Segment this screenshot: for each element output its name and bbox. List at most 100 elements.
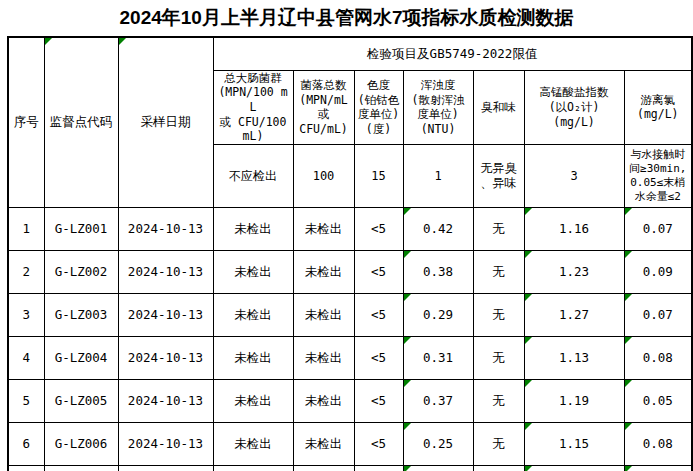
flag-triangle-icon: [525, 208, 532, 215]
flag-triangle-icon: [625, 251, 632, 258]
data-cell: <5: [354, 337, 403, 380]
data-cell: [213, 466, 293, 471]
data-cell: 2024-10-13: [118, 380, 213, 423]
data-cell: G-LZ006: [44, 423, 118, 466]
data-cell: 1.19: [524, 380, 624, 423]
indicator-header: 色度 (铂钴色 度单位) (度): [354, 70, 403, 145]
data-cell: 1.13: [524, 337, 624, 380]
indicator-header: 菌落总数 (MPN/mL 或 CFU/mL): [293, 70, 354, 145]
data-cell: 未检出: [293, 251, 354, 294]
flag-triangle-icon: [625, 208, 632, 215]
data-cell: [524, 466, 624, 471]
data-cell: 0.42: [403, 208, 473, 251]
data-cell: 未检出: [293, 337, 354, 380]
data-cell: 6: [8, 423, 44, 466]
indicator-header: 游离氯 (mg/L): [624, 70, 692, 145]
data-cell: [44, 466, 118, 471]
limit-cell: 1: [403, 145, 473, 208]
data-cell: 0.08: [624, 423, 692, 466]
data-cell: 3: [8, 294, 44, 337]
flag-triangle-icon: [625, 466, 632, 471]
data-cell: 未检出: [293, 208, 354, 251]
page: { "title": "2024年10月上半月辽中县管网水7项指标水质检测数据"…: [0, 0, 693, 471]
flag-triangle-icon: [625, 423, 632, 430]
table-body: 1G-LZ0012024-10-13未检出未检出<50.42无1.160.072…: [8, 208, 692, 471]
data-cell: 未检出: [213, 337, 293, 380]
group-header-row: 序号 监督点代码 采样日期 检验项目及GB5749-2022限值: [8, 37, 692, 70]
data-cell: [8, 466, 44, 471]
data-cell: 未检出: [293, 294, 354, 337]
data-cell: [403, 466, 473, 471]
data-cell: 未检出: [213, 294, 293, 337]
data-cell: <5: [354, 423, 403, 466]
data-cell: 0.37: [403, 380, 473, 423]
data-cell: 2: [8, 251, 44, 294]
flag-triangle-icon: [404, 466, 411, 471]
data-cell: 无: [473, 337, 524, 380]
indicator-header: 高锰酸盐指数 (以O₂计) (mg/L): [524, 70, 624, 145]
data-cell: [473, 466, 524, 471]
flag-triangle-icon: [404, 294, 411, 301]
data-cell: 0.05: [624, 380, 692, 423]
table-row: 1G-LZ0012024-10-13未检出未检出<50.42无1.160.07: [8, 208, 692, 251]
flag-triangle-icon: [525, 423, 532, 430]
data-cell: 5: [8, 380, 44, 423]
data-cell: 无: [473, 251, 524, 294]
data-cell: 2024-10-13: [118, 294, 213, 337]
partial-row: [8, 466, 692, 471]
data-cell: 未检出: [213, 251, 293, 294]
data-cell: 2024-10-13: [118, 208, 213, 251]
flag-triangle-icon: [404, 337, 411, 344]
group-header: 检验项目及GB5749-2022限值: [213, 37, 692, 70]
data-cell: 未检出: [213, 380, 293, 423]
data-cell: 未检出: [293, 423, 354, 466]
flag-triangle-icon: [625, 294, 632, 301]
data-cell: 0.08: [624, 337, 692, 380]
table-row: 6G-LZ0062024-10-13未检出未检出<50.25无1.150.08: [8, 423, 692, 466]
indicator-header: 浑浊度 (散射浑浊 度单位) (NTU): [403, 70, 473, 145]
flag-triangle-icon: [625, 337, 632, 344]
limit-cell: 无异臭 、异味: [473, 145, 524, 208]
data-cell: 2024-10-13: [118, 423, 213, 466]
data-cell: 无: [473, 380, 524, 423]
data-cell: G-LZ002: [44, 251, 118, 294]
data-cell: 0.29: [403, 294, 473, 337]
flag-triangle-icon: [404, 208, 411, 215]
limit-cell: 与水接触时 间≥30min, 0.05≤末梢 水余量≤2: [624, 145, 692, 208]
data-cell: G-LZ004: [44, 337, 118, 380]
data-cell: 2024-10-13: [118, 251, 213, 294]
data-cell: 0.07: [624, 294, 692, 337]
data-cell: 1.27: [524, 294, 624, 337]
data-cell: 无: [473, 423, 524, 466]
col-header-sample-date-label: 采样日期: [141, 114, 191, 129]
data-cell: 未检出: [213, 208, 293, 251]
limit-cell: 15: [354, 145, 403, 208]
flag-triangle-icon: [404, 380, 411, 387]
flag-triangle-icon: [119, 38, 126, 45]
data-cell: 0.07: [624, 208, 692, 251]
data-cell: <5: [354, 380, 403, 423]
data-cell: 0.25: [403, 423, 473, 466]
data-cell: 未检出: [293, 380, 354, 423]
table-row: 5G-LZ0052024-10-13未检出未检出<50.37无1.190.05: [8, 380, 692, 423]
limit-cell: 100: [293, 145, 354, 208]
flag-triangle-icon: [525, 251, 532, 258]
indicator-header: 总大肠菌群 (MPN/100 mL 或 CFU/100 mL): [213, 70, 293, 145]
flag-triangle-icon: [525, 294, 532, 301]
table-row: 4G-LZ0042024-10-13未检出未检出<50.31无1.130.08: [8, 337, 692, 380]
table-row: 3G-LZ0032024-10-13未检出未检出<50.29无1.270.07: [8, 294, 692, 337]
data-cell: 0.38: [403, 251, 473, 294]
flag-triangle-icon: [525, 380, 532, 387]
data-cell: [293, 466, 354, 471]
data-cell: 0.09: [624, 251, 692, 294]
limit-cell: 不应检出: [213, 145, 293, 208]
flag-triangle-icon: [404, 423, 411, 430]
data-cell: G-LZ005: [44, 380, 118, 423]
indicator-header: 臭和味: [473, 70, 524, 145]
col-header-site-code: 监督点代码: [44, 37, 118, 208]
data-cell: 无: [473, 208, 524, 251]
data-cell: 0.31: [403, 337, 473, 380]
data-cell: 1.15: [524, 423, 624, 466]
flag-triangle-icon: [525, 337, 532, 344]
data-cell: 1.16: [524, 208, 624, 251]
